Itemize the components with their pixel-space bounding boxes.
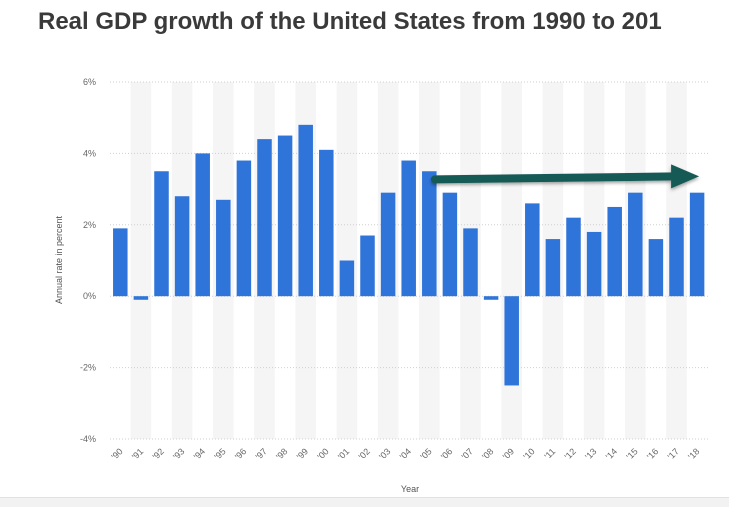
bar [298,124,313,297]
x-tick-label: '96 [233,446,248,461]
x-tick-label: '17 [666,446,681,461]
bar [525,203,540,297]
bar [648,239,664,297]
bar [195,153,210,297]
x-tick-label: '18 [686,446,701,461]
x-tick-label: '11 [542,446,557,461]
x-tick-label: '07 [460,446,475,461]
bar [257,139,272,297]
bar [669,217,684,297]
x-tick-label: '93 [171,446,186,461]
x-tick-label: '12 [563,446,578,461]
bar-series [113,124,705,386]
x-tick-label: '00 [315,446,330,461]
bar [401,160,416,297]
bar [216,199,231,297]
y-axis-title: Annual rate in percent [54,215,64,304]
x-tick-label: '92 [151,446,166,461]
bar [483,296,499,300]
bar [607,206,622,297]
bar [504,296,519,386]
x-tick-label: '16 [645,446,660,461]
y-tick-label: 4% [83,148,96,158]
bar [380,192,396,297]
bar [236,160,252,297]
bar [154,171,169,297]
y-tick-label: 2% [83,220,96,230]
x-tick-label: '10 [521,446,536,461]
x-tick-label: '99 [295,446,310,461]
bar [174,196,190,297]
x-tick-label: '95 [212,446,227,461]
y-tick-label: -2% [80,363,96,373]
x-tick-label: '01 [336,446,351,461]
bar [422,171,437,297]
alternating-bands [130,82,687,439]
bar [133,296,149,300]
bar [545,239,561,297]
x-tick-label: '03 [377,446,392,461]
bar [277,135,293,297]
trend-arrow [430,164,700,189]
x-tick-label: '09 [501,446,516,461]
arrow-shaft [430,172,680,184]
bar [339,260,355,297]
bar [319,149,334,297]
x-tick-label: '15 [624,446,639,461]
bar [463,228,478,297]
bar [566,217,581,297]
bar [689,192,705,297]
bar [360,235,375,297]
x-tick-label: '97 [254,446,269,461]
x-tick-label: '91 [130,446,145,461]
x-tick-label: '90 [109,446,124,461]
x-tick-label: '14 [604,446,619,461]
y-tick-label: 6% [83,77,96,87]
y-tick-label: -4% [80,434,96,444]
x-tick-label: '13 [583,446,598,461]
x-axis-title: Year [401,484,419,494]
bar [442,192,458,297]
arrow-head [671,164,700,189]
x-tick-label: '05 [418,446,433,461]
bar [113,228,128,297]
chart-title: Real GDP growth of the United States fro… [38,8,662,35]
background-band [130,82,152,439]
x-tick-label: '02 [357,446,372,461]
bar [628,192,643,297]
x-tick-label: '94 [192,446,207,461]
x-tick-label: '08 [480,446,495,461]
bar [586,231,602,297]
bottom-bar [0,497,729,507]
y-tick-label: 0% [83,291,96,301]
x-tick-label: '06 [439,446,454,461]
x-tick-label: '04 [398,446,413,461]
x-tick-label: '98 [274,446,289,461]
x-axis-tick-labels: '90 '91 '92 '93 '94 '95 '96 '97 '98 '99 '00 '01 '02 '… [109,446,701,461]
y-axis-tick-labels: 6% 4% 2% 0% -2% -4% [80,77,96,444]
